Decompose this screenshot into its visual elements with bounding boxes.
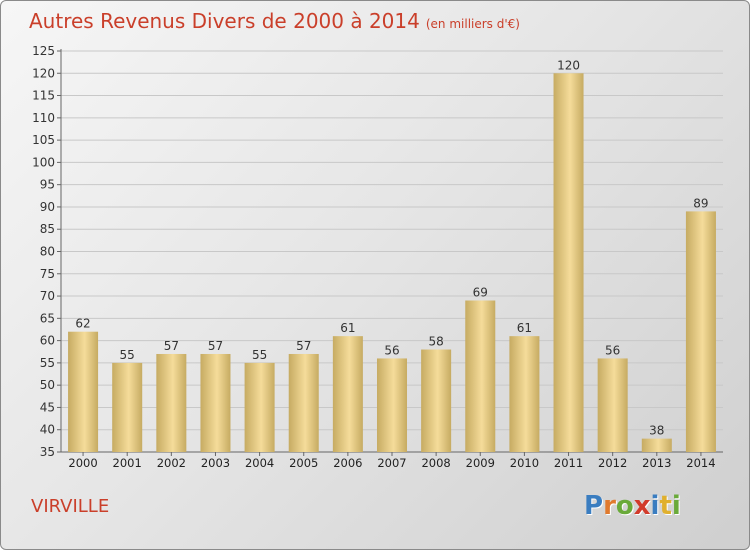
- x-tick-label: 2008: [421, 456, 450, 470]
- x-tick-label: 2010: [510, 456, 539, 470]
- y-tick-label: 125: [32, 44, 55, 58]
- city-name: VIRVILLE: [31, 496, 110, 517]
- bar: [332, 336, 363, 452]
- proxiti-logo[interactable]: Proxiti: [584, 491, 681, 521]
- bar: [376, 358, 408, 452]
- logo-letter: P: [584, 491, 604, 521]
- bar: [200, 353, 231, 452]
- logo-letter: i: [650, 491, 660, 521]
- logo-letter: r: [603, 491, 616, 521]
- data-label: 55: [252, 348, 267, 362]
- data-label: 120: [557, 58, 580, 72]
- x-tick-label: 2003: [201, 456, 230, 470]
- bar: [509, 336, 540, 452]
- y-tick-label: 70: [40, 289, 55, 303]
- bar: [465, 300, 496, 452]
- logo-letter: o: [615, 491, 634, 521]
- x-tick-label: 2001: [113, 456, 142, 470]
- bar: [421, 349, 452, 452]
- y-tick-label: 110: [32, 111, 55, 125]
- y-tick-label: 50: [40, 378, 55, 392]
- x-tick-label: 2000: [68, 456, 97, 470]
- x-tick-label: 2006: [333, 456, 362, 470]
- data-labels: 62 55 57 57 55 57 61 56 58 69 61 120 56 38 89: [75, 58, 708, 437]
- bar: [553, 73, 584, 453]
- chart-subtitle: (en milliers d'€): [425, 17, 520, 31]
- x-tick-label: 2009: [466, 456, 495, 470]
- data-label: 69: [473, 286, 488, 300]
- y-tick-label: 35: [40, 445, 55, 459]
- data-label: 58: [428, 335, 443, 349]
- bar: [288, 353, 319, 452]
- data-label: 61: [517, 321, 532, 335]
- y-tick-label: 85: [40, 222, 55, 236]
- bar: [244, 362, 275, 452]
- bar: [156, 353, 187, 452]
- y-tick-label: 115: [32, 89, 55, 103]
- x-axis: 2000 2001 2002 2003 2004 2005 2006 2007 2008 2009…: [68, 452, 716, 470]
- bar: [597, 358, 628, 452]
- chart-title-text: Autres Revenus Divers de 2000 à 2014: [29, 9, 420, 33]
- data-label: 57: [164, 339, 179, 353]
- y-tick-label: 60: [40, 334, 55, 348]
- y-axis: 35 40 45 50 55 60 65 70 75 80 85 90 95 100 105 110 115 12…: [32, 44, 723, 459]
- y-tick-label: 45: [40, 400, 55, 414]
- data-label: 55: [120, 348, 135, 362]
- x-tick-label: 2011: [554, 456, 583, 470]
- bar: [641, 438, 672, 452]
- x-tick-label: 2002: [157, 456, 186, 470]
- x-tick-label: 2004: [245, 456, 274, 470]
- y-tick-label: 105: [32, 133, 55, 147]
- data-label: 57: [296, 339, 311, 353]
- y-tick-label: 40: [40, 423, 55, 437]
- x-tick-label: 2014: [686, 456, 715, 470]
- logo-letter: x: [633, 491, 651, 521]
- y-tick-label: 95: [40, 178, 55, 192]
- data-label: 56: [605, 343, 620, 357]
- bar: [112, 362, 143, 452]
- chart-title: Autres Revenus Divers de 2000 à 2014 (en …: [29, 9, 520, 33]
- logo-letter: t: [659, 491, 672, 521]
- bars: [68, 73, 716, 453]
- y-tick-label: 55: [40, 356, 55, 370]
- data-label: 61: [340, 321, 355, 335]
- x-tick-label: 2005: [289, 456, 318, 470]
- data-label: 89: [693, 196, 708, 210]
- x-tick-label: 2012: [598, 456, 627, 470]
- y-tick-label: 100: [32, 155, 55, 169]
- bar: [68, 331, 99, 452]
- data-label: 38: [649, 424, 664, 438]
- logo-letter: i: [671, 491, 681, 521]
- y-tick-label: 75: [40, 267, 55, 281]
- data-label: 56: [384, 343, 399, 357]
- y-tick-label: 80: [40, 245, 55, 259]
- y-tick-label: 120: [32, 66, 55, 80]
- data-label: 57: [208, 339, 223, 353]
- x-tick-label: 2013: [642, 456, 671, 470]
- x-tick-label: 2007: [377, 456, 406, 470]
- data-label: 62: [75, 317, 90, 331]
- y-tick-label: 90: [40, 200, 55, 214]
- bar: [685, 211, 716, 452]
- y-tick-label: 65: [40, 311, 55, 325]
